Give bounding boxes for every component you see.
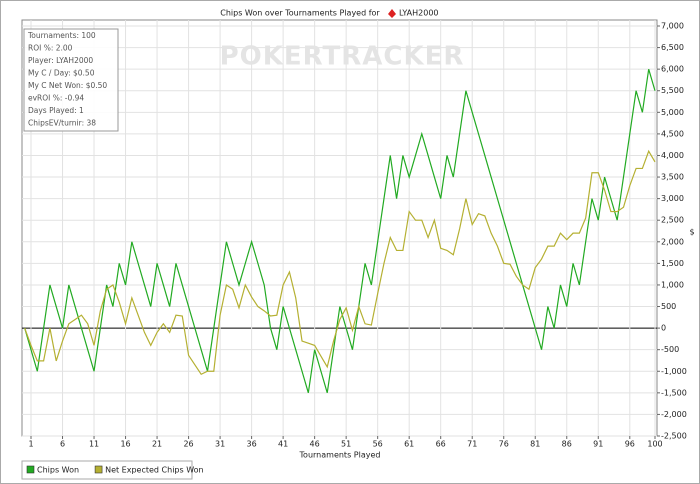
y-tick-label: -500 — [661, 345, 679, 354]
x-tick-label: 86 — [562, 440, 572, 449]
legend-swatch — [94, 465, 103, 474]
x-tick-label: 36 — [247, 440, 257, 449]
x-tick-label: 31 — [215, 440, 225, 449]
x-axis-label: Tournaments Played — [299, 451, 381, 460]
y-tick-label: 2,000 — [661, 237, 684, 246]
y-tick-label: 5,500 — [661, 86, 684, 95]
x-tick-label: 16 — [120, 440, 130, 449]
y-tick-label: 4,500 — [661, 129, 684, 138]
series-line — [24, 68, 656, 394]
stat-line: My C / Day: $0.50 — [28, 69, 95, 78]
legend-label: Chips Won — [37, 466, 79, 475]
x-tick-label: 11 — [89, 440, 99, 449]
legend-label: Net Expected Chips Won — [105, 466, 204, 475]
stats: Tournaments: 100 ROI %: 2.00 Player: LYAH2… — [27, 31, 107, 128]
x-tick-label: 100 — [647, 440, 662, 449]
x-tick-label: 21 — [152, 440, 162, 449]
x-tick-label: 1 — [28, 440, 33, 449]
chart-title: Chips Won over Tournaments Played for — [220, 9, 380, 18]
stat-line: evROI %: -0.94 — [28, 94, 84, 103]
x-tick-label: 51 — [341, 440, 351, 449]
y-tick-label: -1,000 — [661, 367, 687, 376]
x-tick-label: 46 — [310, 440, 320, 449]
y-tick-label: 6,000 — [661, 65, 684, 74]
x-tick-label: 26 — [183, 440, 193, 449]
x-tick-label: 96 — [625, 440, 635, 449]
legend-swatch — [26, 465, 35, 474]
stat-line: Tournaments: 100 — [27, 31, 96, 40]
x-tick-label: 41 — [278, 440, 288, 449]
y-tick-label: 6,500 — [661, 43, 684, 52]
title-player: LYAH2000 — [399, 9, 439, 18]
x-tick-label: 6 — [60, 440, 65, 449]
y-tick-label: -1,500 — [661, 388, 687, 397]
x-tick-label: 76 — [499, 440, 509, 449]
y-tick-label: 7,000 — [661, 22, 684, 31]
x-tick-label: 81 — [530, 440, 540, 449]
y-tick-label: 4,000 — [661, 151, 684, 160]
player-icon — [388, 9, 396, 18]
x-tick-label: 91 — [593, 440, 603, 449]
x-tick-label: 56 — [373, 440, 383, 449]
y-axis-label: $ — [689, 228, 694, 237]
plot-area — [21, 19, 658, 437]
stat-line: Days Played: 1 — [28, 106, 84, 115]
y-tick-label: 500 — [661, 302, 676, 311]
y-tick-label: 3,000 — [661, 194, 684, 203]
series-line — [24, 149, 656, 376]
stat-line: ROI %: 2.00 — [28, 44, 73, 53]
y-tick-label: 0 — [661, 324, 666, 333]
stat-line: ChipsEV/turnir: 38 — [28, 119, 96, 128]
watermark: POKERTRACKER — [220, 42, 465, 72]
x-tick-label: 66 — [436, 440, 446, 449]
y-tick-label: 1,000 — [661, 280, 684, 289]
stats-box — [23, 28, 119, 132]
stat-line: Player: LYAH2000 — [28, 56, 93, 65]
y-tick-label: 1,500 — [661, 259, 684, 268]
y-tick-label: 2,500 — [661, 216, 684, 225]
x-tick-label: 71 — [467, 440, 477, 449]
x-tick-label: 61 — [404, 440, 414, 449]
series-group — [24, 68, 656, 394]
y-tick-label: 5,000 — [661, 108, 684, 117]
y-tick-label: -2,000 — [661, 410, 687, 419]
stat-line: My C Net Won: $0.50 — [28, 81, 107, 90]
legend-items: Chips Won Net Expected Chips Won — [26, 465, 204, 475]
y-tick-label: -2,500 — [661, 432, 687, 441]
y-tick-label: 3,500 — [661, 173, 684, 182]
legend — [21, 460, 193, 480]
